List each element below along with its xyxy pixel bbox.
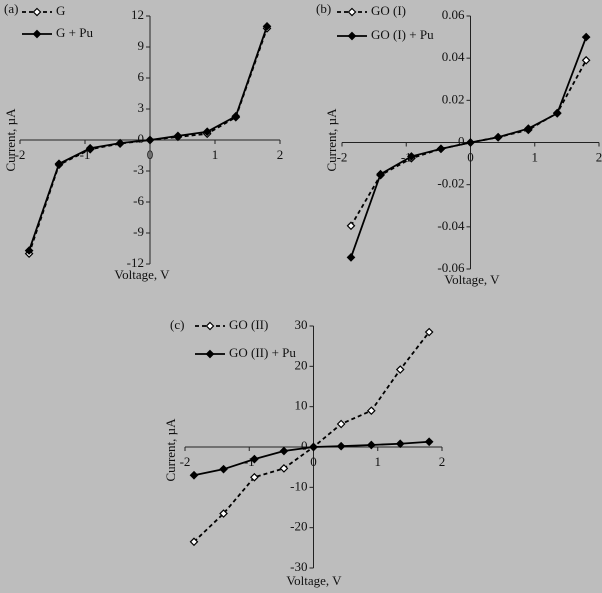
panel-label: (b)	[316, 1, 331, 16]
x-tick-label: 1	[212, 147, 219, 162]
y-tick-label: 0.04	[442, 49, 465, 64]
y-tick-label: 12	[131, 7, 144, 22]
data-point	[309, 442, 318, 452]
x-tick-label: 0	[467, 149, 474, 164]
legend-marker	[32, 7, 42, 17]
data-point	[24, 246, 34, 255]
data-point	[395, 439, 405, 449]
x-tick-label: -1	[401, 149, 412, 164]
y-tick-label: 0	[138, 131, 145, 146]
data-point	[145, 135, 155, 145]
x-tick-label: 0	[147, 147, 154, 162]
y-tick-label: 9	[138, 38, 145, 53]
data-point	[436, 144, 446, 154]
data-point	[202, 127, 212, 137]
y-axis-label: Current, µA	[324, 108, 339, 172]
data-point	[219, 509, 228, 518]
data-point	[581, 32, 591, 42]
y-tick-label: 3	[138, 100, 145, 115]
data-point	[250, 454, 259, 464]
x-tick-label: 1	[375, 454, 382, 469]
legend-label: GO (II)	[229, 317, 268, 332]
data-point	[581, 55, 591, 65]
data-point	[219, 464, 228, 474]
y-tick-label: 0	[458, 133, 465, 148]
data-point	[407, 152, 416, 161]
data-point	[336, 419, 346, 429]
y-tick-label: -10	[290, 478, 307, 493]
x-axis-label: Voltage, V	[114, 267, 170, 282]
y-tick-label: -6	[133, 193, 144, 208]
y-tick-label: -3	[133, 162, 144, 177]
data-point	[189, 537, 199, 547]
data-point	[424, 437, 434, 447]
x-tick-label: -2	[180, 454, 191, 469]
data-point	[346, 221, 356, 231]
x-tick-label: 1	[532, 149, 539, 164]
x-tick-label: 2	[277, 147, 284, 162]
panel-label: (a)	[4, 1, 18, 16]
y-tick-label: -0.04	[437, 218, 465, 233]
legend-marker	[32, 29, 42, 39]
x-tick-label: 2	[439, 454, 446, 469]
legend-label: GO (I) + Pu	[371, 27, 434, 42]
legend-label: G + Pu	[56, 25, 93, 40]
legend-label: GO (I)	[371, 3, 406, 18]
data-point	[54, 159, 64, 169]
x-tick-label: -1	[80, 147, 91, 162]
y-tick-label: 20	[295, 357, 308, 372]
data-point	[366, 406, 376, 416]
y-tick-label: -0.02	[437, 176, 464, 191]
data-point	[173, 131, 183, 141]
y-tick-label: -20	[290, 519, 307, 534]
x-tick-label: -2	[337, 149, 348, 164]
y-tick-label: 10	[295, 398, 308, 413]
legend-marker	[205, 321, 215, 331]
y-tick-label: -30	[290, 559, 307, 574]
y-tick-label: -9	[133, 224, 144, 239]
legend-marker	[347, 7, 357, 17]
data-point	[366, 440, 376, 450]
data-point	[493, 132, 503, 142]
data-point	[346, 253, 356, 262]
data-point	[279, 446, 289, 456]
data-point	[336, 441, 346, 451]
data-point	[424, 327, 434, 337]
series-line	[350, 36, 587, 258]
data-point	[279, 464, 289, 473]
legend-marker	[205, 349, 215, 359]
data-point	[262, 21, 272, 31]
y-axis-label: Current, µA	[163, 418, 178, 482]
panel-label: (c)	[170, 317, 184, 332]
data-point	[552, 109, 562, 118]
data-point	[376, 169, 385, 179]
y-tick-label: 0.06	[442, 7, 465, 22]
y-tick-label: -0.06	[437, 260, 465, 275]
x-tick-label: 0	[310, 454, 317, 469]
data-point	[466, 138, 475, 147]
data-point	[189, 470, 199, 480]
data-point	[250, 472, 259, 482]
y-tick-label: 0.02	[442, 91, 465, 106]
y-tick-label: -12	[127, 255, 144, 270]
x-tick-label: 2	[596, 149, 602, 164]
x-axis-label: Voltage, V	[444, 272, 500, 287]
data-point	[115, 138, 125, 148]
legend-label: G	[56, 3, 65, 18]
series-line	[193, 331, 430, 543]
data-point	[231, 111, 241, 121]
x-axis-label: Voltage, V	[286, 573, 342, 588]
y-tick-label: 0	[301, 438, 308, 453]
legend-label: GO (II) + Pu	[229, 345, 296, 360]
data-point	[85, 143, 95, 153]
data-point	[523, 124, 533, 133]
legend-marker	[347, 31, 357, 41]
y-tick-label: 30	[295, 317, 308, 332]
y-axis-label: Current, µA	[3, 108, 18, 172]
data-point	[395, 365, 405, 374]
x-tick-label: -2	[15, 147, 26, 162]
y-tick-label: 6	[138, 69, 145, 84]
